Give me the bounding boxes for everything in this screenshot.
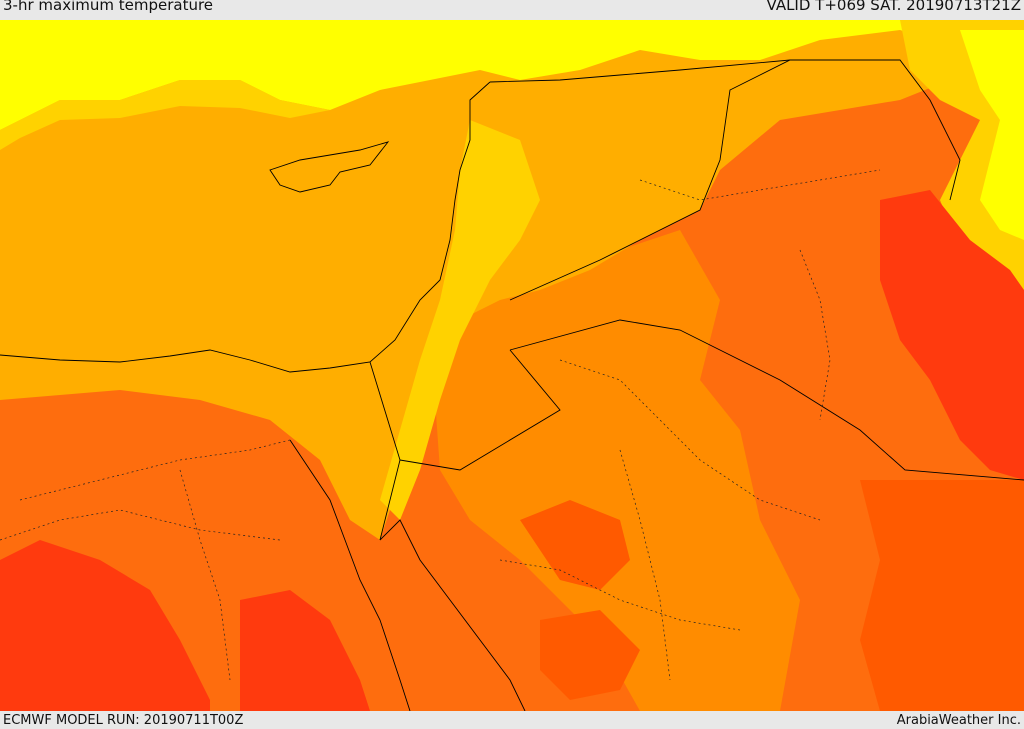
- red-zone-iraq: [880, 190, 1024, 480]
- border-turkey-syria: [489, 59, 791, 83]
- amber-zone-mediterranean: [0, 20, 1024, 540]
- model-run: ECMWF MODEL RUN: 20190711T00Z: [3, 712, 244, 728]
- border-egypt-sinai: [369, 361, 401, 541]
- coastline-mediterranean: [0, 81, 491, 373]
- yellow-zone-zagros: [960, 30, 1024, 240]
- province-boundaries: [0, 169, 881, 681]
- red-zone-sudan: [240, 590, 370, 711]
- credit: ArabiaWeather Inc.: [896, 712, 1021, 728]
- light-orange-strip: [380, 120, 540, 520]
- border-jordan: [399, 349, 561, 471]
- footer-bar: ECMWF MODEL RUN: 20190711T00Z ArabiaWeat…: [0, 711, 1024, 729]
- coastline-cyprus: [269, 141, 390, 193]
- country-borders: [0, 59, 1024, 711]
- header-bar: 3-hr maximum temperature VALID T+069 SAT…: [0, 0, 1024, 20]
- coastline-red-sea-west: [289, 439, 411, 711]
- red-orange-southeast: [860, 480, 1024, 711]
- border-iraq-syria: [509, 59, 961, 301]
- border-saudi-north: [509, 319, 1024, 481]
- yellow-belt-north: [0, 20, 1024, 130]
- red-zone-arabia: [520, 500, 630, 590]
- map-title: 3-hr maximum temperature: [3, 0, 214, 14]
- red-zone-egypt: [0, 540, 210, 711]
- light-orange-north: [0, 80, 330, 150]
- red-zone-hejaz: [540, 610, 640, 700]
- temperature-map: [0, 20, 1024, 711]
- valid-time: VALID T+069 SAT. 20190713T21Z: [766, 0, 1021, 14]
- coastline-red-sea-east: [379, 519, 526, 711]
